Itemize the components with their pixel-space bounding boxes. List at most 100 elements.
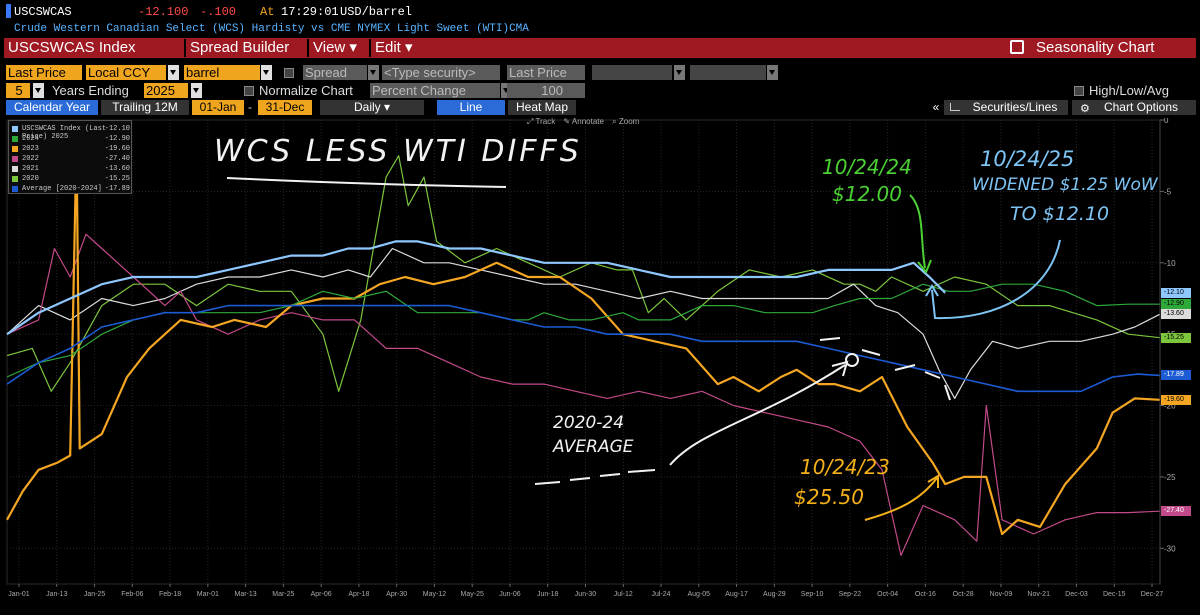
chevron-down-icon[interactable]	[501, 83, 512, 98]
legend-entry[interactable]: USCSWCAS Index (Last Price) 2025 -12.10	[12, 125, 130, 141]
legend-value: -13.60	[104, 165, 130, 173]
seasonality-chart[interactable]: 0-5-10-15-20-25-30 Jan-01Jan-13Jan-25Feb…	[0, 118, 1200, 615]
annotation-2025-line2: WIDENED $1.25 WoW	[972, 175, 1158, 195]
end-date-input[interactable]: 31-Dec	[258, 100, 312, 115]
series-line-average-2020-2024-[interactable]	[6, 304, 1161, 393]
x-tick-label: Apr-18	[348, 591, 369, 598]
legend-entry[interactable]: 2023 -19.60	[12, 145, 130, 154]
legend-name: Average [2020-2024]	[22, 185, 102, 193]
security-description: Crude Western Canadian Select (WCS) Hard…	[14, 23, 529, 35]
legend-entry[interactable]: 2022 -27.40	[12, 155, 130, 164]
series-line-2021[interactable]	[6, 247, 1161, 399]
chart-options-button[interactable]: ⚙ Chart Options	[1072, 100, 1196, 115]
legend-entry[interactable]: 2021 -13.60	[12, 165, 130, 174]
spread-field-select[interactable]: Last Price	[507, 65, 585, 80]
function-toolbar: USCSWCAS Index Spread Builder View ▾ Edi…	[4, 38, 1196, 58]
chevron-down-icon[interactable]	[261, 65, 272, 80]
annotation-average-1: 2020-24	[553, 413, 625, 433]
x-tick-label: Feb-06	[121, 591, 143, 598]
spread-builder-button[interactable]: Spread Builder	[184, 39, 306, 57]
tab-trailing-12m[interactable]: Trailing 12M	[101, 100, 189, 115]
x-tick-label: Apr-06	[311, 591, 332, 598]
x-tick-label: Dec-15	[1103, 591, 1126, 598]
series-line-2022[interactable]	[6, 233, 1161, 556]
frequency-select[interactable]: Daily ▾	[320, 100, 424, 115]
legend-swatch	[12, 156, 18, 162]
chart-legend[interactable]: USCSWCAS Index (Last Price) 2025 -12.10 20…	[8, 120, 132, 194]
start-date-input[interactable]: 01-Jan	[192, 100, 244, 115]
legend-value: -12.90	[104, 135, 130, 143]
x-tick-label: Dec-27	[1141, 591, 1164, 598]
export-icon[interactable]	[1010, 40, 1024, 54]
series-line-2024[interactable]	[6, 283, 1160, 378]
quote-time: 17:29:01	[281, 5, 339, 19]
legend-swatch	[12, 176, 18, 182]
spread-currency-select[interactable]	[592, 65, 672, 80]
legend-entry[interactable]: 2020 -15.25	[12, 175, 130, 184]
chevron-down-icon[interactable]	[674, 65, 685, 80]
hla-label: High/Low/Avg	[1089, 83, 1169, 98]
last-value-label: -27.40	[1161, 506, 1191, 517]
legend-entry[interactable]: 2024 -12.90	[12, 135, 130, 144]
normalize-checkbox[interactable]	[244, 86, 254, 96]
x-tick-label: Dec-03	[1065, 591, 1088, 598]
last-value-label: -12.10	[1161, 287, 1191, 298]
annotation-2024-date: 10/24/24	[822, 155, 912, 179]
legend-value: -12.10	[104, 125, 130, 133]
stepper-icon[interactable]	[191, 83, 202, 98]
years-input[interactable]: 5	[6, 83, 30, 98]
tab-calendar-year[interactable]: Calendar Year	[6, 100, 98, 115]
legend-name: 2022	[22, 155, 39, 163]
ticker-symbol[interactable]: USCSWCAS	[14, 5, 72, 19]
year-end-input[interactable]: 2025	[144, 83, 188, 98]
stepper-icon[interactable]	[33, 83, 44, 98]
chevron-down-icon[interactable]	[368, 65, 379, 80]
chevron-down-icon[interactable]	[767, 65, 778, 80]
legend-value: -17.89	[104, 185, 130, 193]
securities-lines-button[interactable]: Securities/Lines	[944, 100, 1068, 115]
y-tick-label: -10	[1164, 259, 1176, 268]
x-tick-label: Jun-30	[575, 591, 597, 598]
x-tick-label: Feb-18	[159, 591, 181, 598]
series-line-2023[interactable]	[6, 140, 1161, 536]
x-tick-label: Jan-13	[46, 591, 68, 598]
type-security-input[interactable]: <Type security>	[382, 65, 500, 80]
tab-heat-map[interactable]: Heat Map	[508, 100, 576, 115]
currency-select[interactable]: Local CCY	[86, 65, 166, 80]
track-button[interactable]: Track	[535, 117, 556, 126]
spread-checkbox[interactable]	[284, 68, 294, 78]
price-field-select[interactable]: Last Price	[6, 65, 82, 80]
zoom-icon[interactable]: ⌕	[612, 117, 617, 126]
normalize-value-input[interactable]: 100	[507, 83, 585, 98]
collapse-button[interactable]: «	[932, 100, 940, 114]
normalize-mode-select[interactable]: Percent Change	[370, 83, 500, 98]
last-value-label: -12.90	[1161, 299, 1191, 310]
view-menu[interactable]: View ▾	[307, 39, 367, 57]
x-tick-label: Apr-30	[386, 591, 407, 598]
x-tick-label: Oct-04	[877, 591, 898, 598]
handwritten-annotations	[226, 177, 1061, 521]
annotate-icon[interactable]: ✎	[563, 117, 571, 126]
years-ending-label: Years Ending	[52, 83, 129, 98]
tab-line[interactable]: Line	[437, 100, 505, 115]
at-label: At	[260, 5, 275, 19]
x-tick-label: Jul-12	[614, 591, 633, 598]
legend-value: -19.60	[104, 145, 130, 153]
hla-checkbox[interactable]	[1074, 86, 1084, 96]
legend-value: -15.25	[104, 175, 130, 183]
x-tick-label: Sep-10	[801, 591, 824, 598]
spread-select[interactable]: Spread	[303, 65, 367, 80]
annotate-button[interactable]: Annotate	[571, 117, 604, 126]
edit-menu[interactable]: Edit ▾	[369, 39, 425, 57]
unit-select[interactable]: barrel	[184, 65, 260, 80]
spread-unit-select[interactable]	[690, 65, 766, 80]
series-line-2025[interactable]	[6, 240, 946, 336]
index-label[interactable]: USCSWCAS Index	[8, 39, 136, 56]
series-line-2020[interactable]	[6, 155, 1161, 392]
chevron-down-icon[interactable]	[168, 65, 179, 80]
y-tick-label: -5	[1164, 187, 1172, 196]
zoom-button[interactable]: Zoom	[618, 117, 640, 126]
legend-entry[interactable]: Average [2020-2024] -17.89	[12, 185, 130, 194]
track-icon[interactable]: ⤢	[527, 117, 534, 126]
chart-line-icon	[950, 103, 960, 111]
